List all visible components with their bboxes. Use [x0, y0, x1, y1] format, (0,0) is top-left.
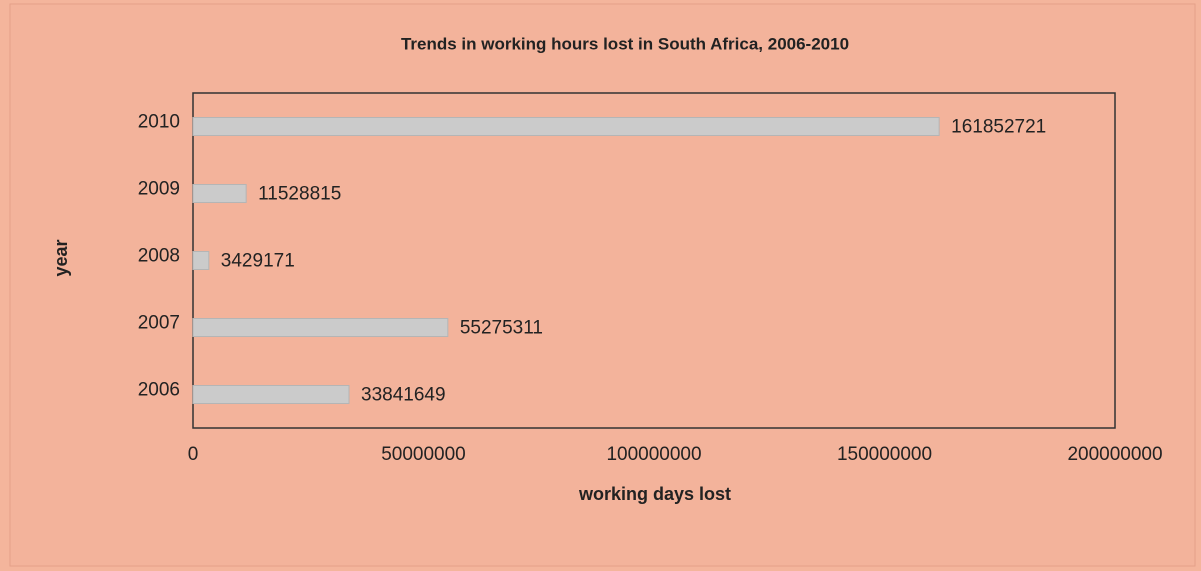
chart-area [9, 3, 1196, 567]
y-tick-label: 2009 [138, 179, 180, 200]
data-label: 55275311 [460, 318, 543, 339]
data-label: 33841649 [361, 385, 446, 406]
bar [192, 385, 350, 404]
data-label: 161852721 [951, 117, 1046, 138]
x-tick-label: 200000000 [1067, 444, 1162, 465]
x-tick-label: 150000000 [837, 444, 932, 465]
y-axis-title: year [51, 239, 71, 276]
bar [192, 251, 210, 270]
bar [192, 184, 247, 203]
bar [192, 318, 449, 337]
chart-title: Trends in working hours lost in South Af… [401, 34, 849, 53]
x-tick-label: 50000000 [381, 444, 466, 465]
x-tick-label: 0 [188, 444, 199, 465]
y-tick-label: 2006 [138, 380, 180, 401]
x-tick-label: 100000000 [606, 444, 701, 465]
bar [192, 117, 940, 136]
y-tick-label: 2008 [138, 246, 180, 267]
data-label: 11528815 [258, 184, 341, 205]
y-tick-label: 2010 [138, 112, 180, 133]
x-axis-title: working days lost [578, 484, 731, 504]
data-label: 3429171 [221, 251, 295, 272]
y-tick-label: 2007 [138, 313, 180, 334]
